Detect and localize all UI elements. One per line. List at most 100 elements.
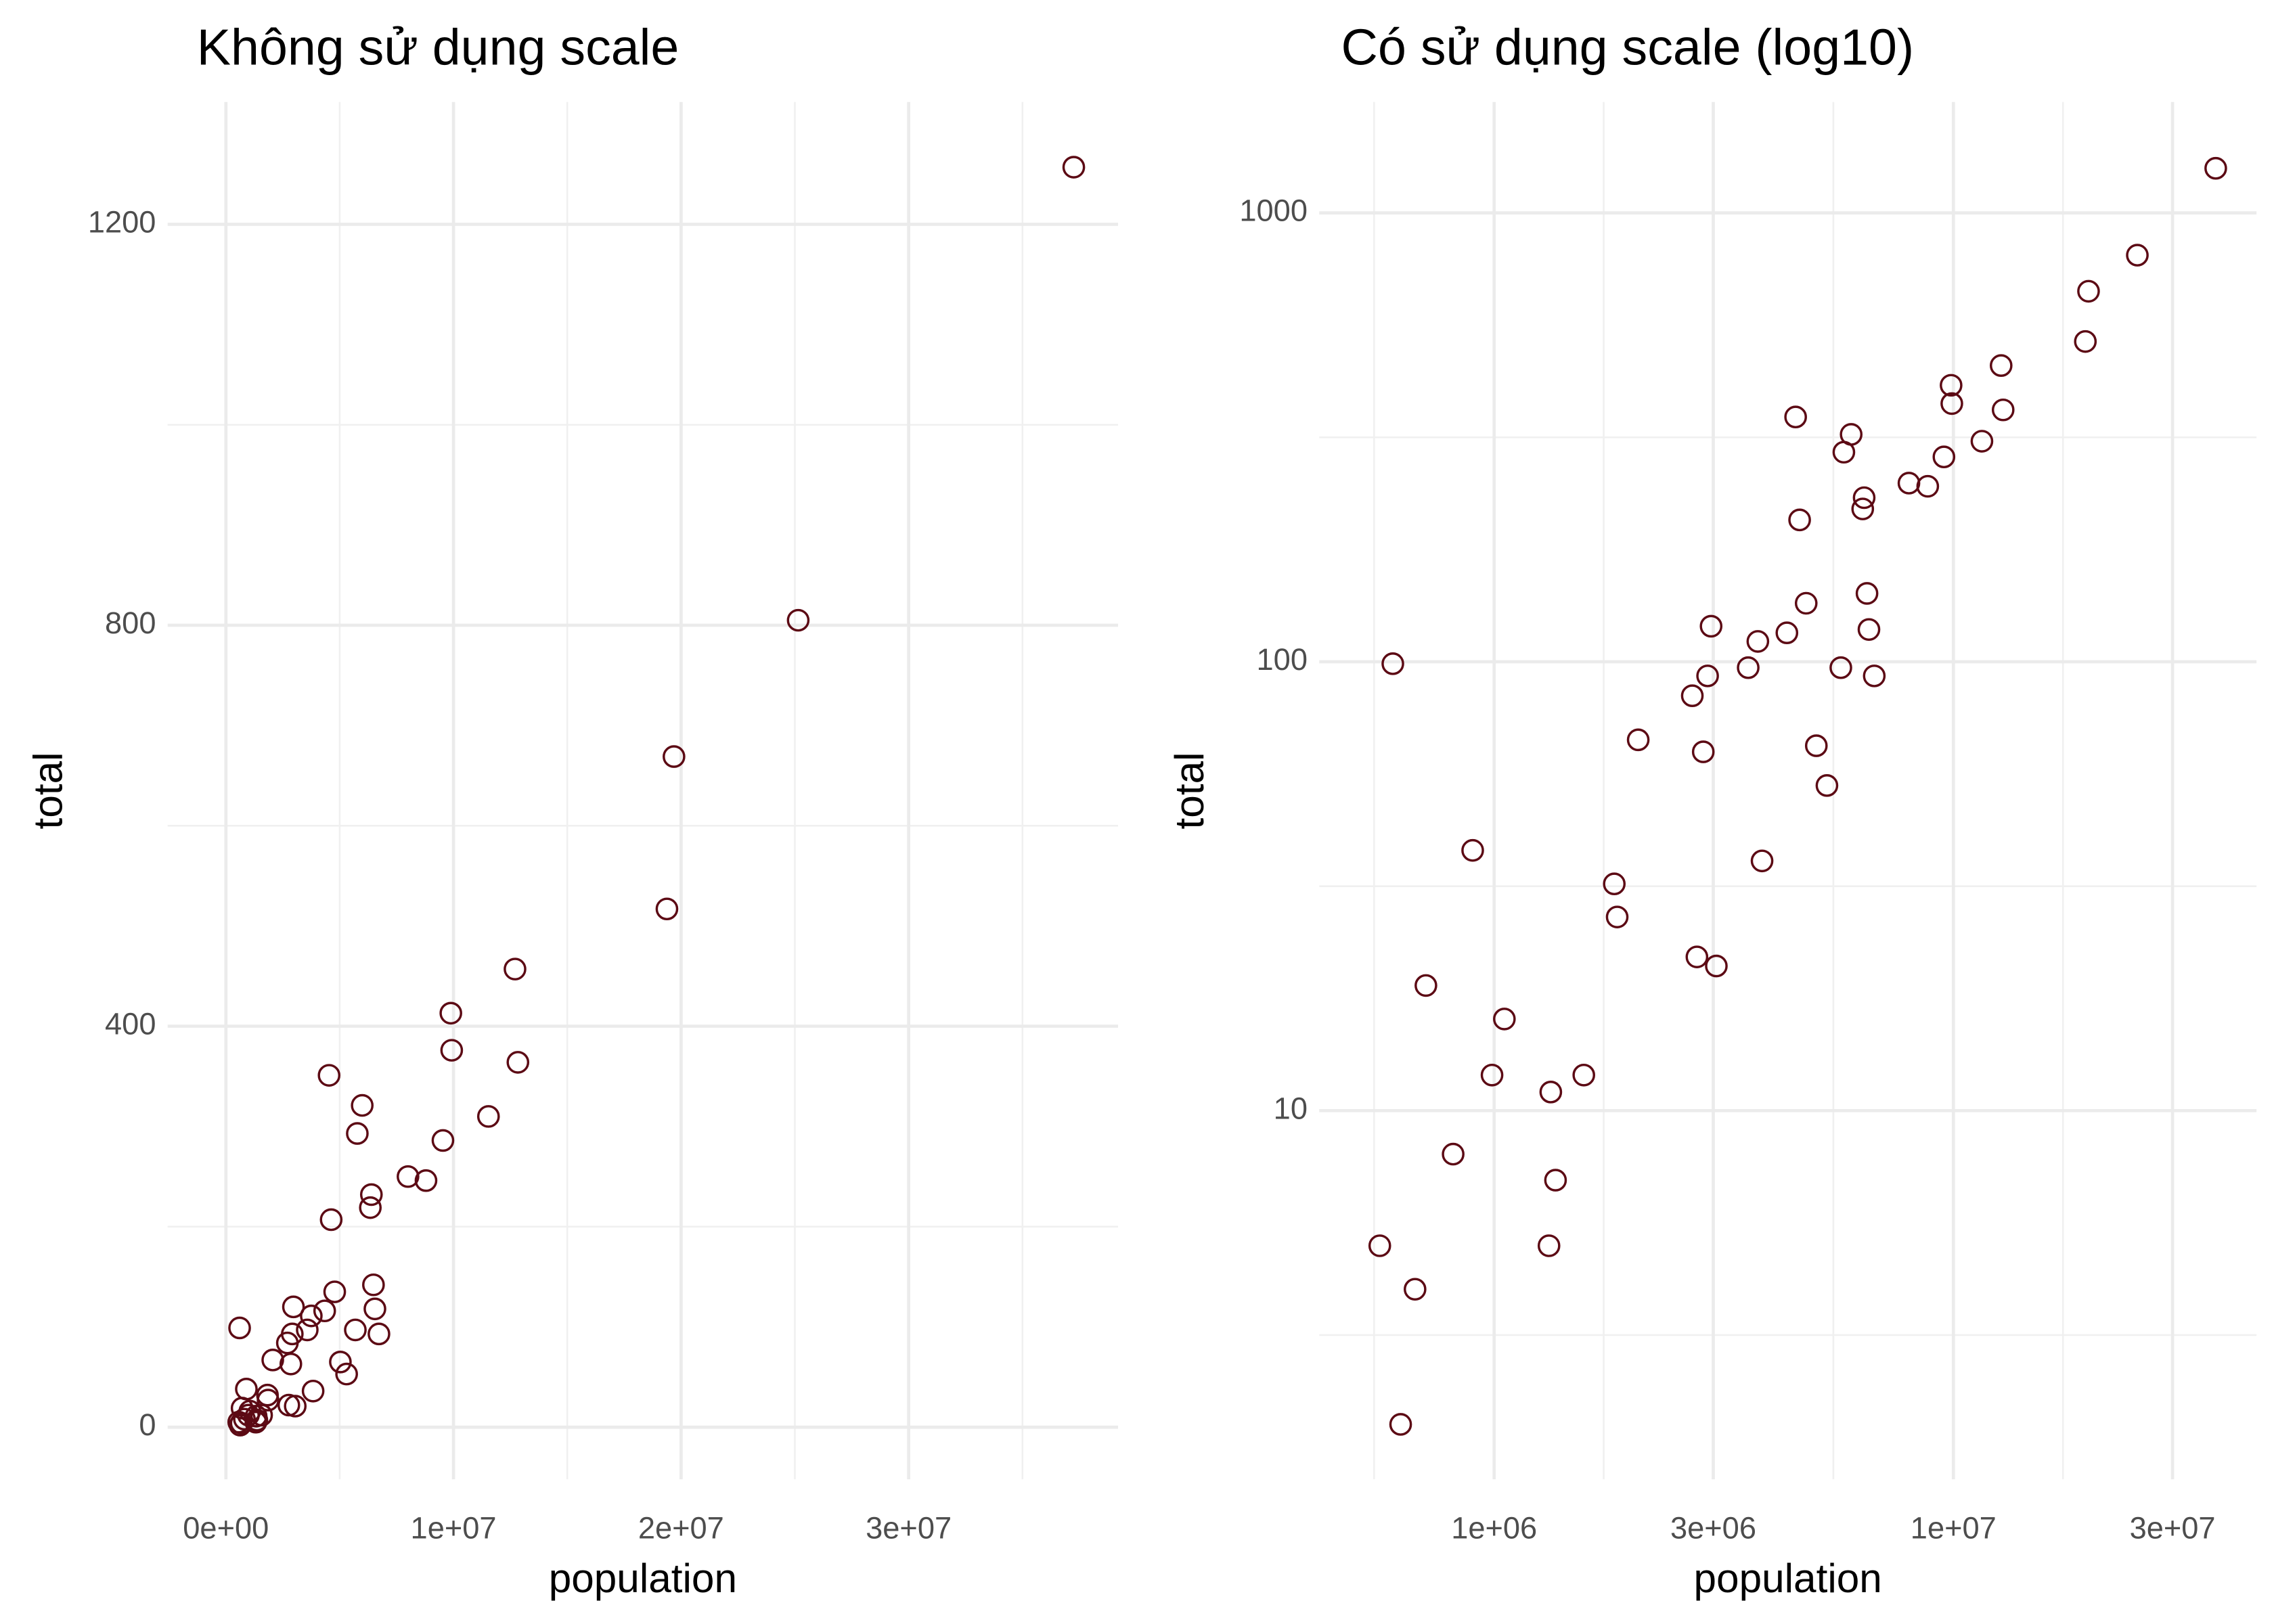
point [1699, 614, 1723, 638]
point [2077, 279, 2100, 303]
point [275, 1331, 299, 1355]
point [1855, 582, 1879, 605]
point [317, 1064, 341, 1087]
point [359, 1183, 383, 1206]
point [1389, 1413, 1412, 1436]
point [1990, 354, 2013, 378]
point [351, 1093, 374, 1117]
chart-title: Có sử dụng scale (log10) [1341, 18, 1915, 75]
point [1442, 1142, 1465, 1166]
point [1851, 497, 1875, 520]
x-axis-label: population [549, 1555, 737, 1601]
point [1368, 1234, 1391, 1257]
point [1840, 423, 1863, 446]
x-axis-label: population [1694, 1555, 1882, 1601]
point [301, 1379, 325, 1403]
point [663, 745, 686, 768]
x-tick-label: 1e+07 [411, 1510, 497, 1545]
y-tick-label: 100 [1257, 642, 1308, 677]
point [1062, 156, 1086, 179]
point [1572, 1063, 1595, 1087]
point [279, 1352, 303, 1376]
point [1750, 849, 1774, 873]
point [1852, 486, 1876, 510]
point [655, 897, 679, 921]
point [1916, 474, 1940, 498]
x-tick-label: 3e+07 [866, 1510, 952, 1545]
point [1493, 1008, 1516, 1031]
x-tick-label: 3e+06 [1670, 1510, 1756, 1545]
point [227, 1410, 250, 1434]
point [476, 1105, 500, 1128]
point [261, 1349, 284, 1372]
point [1461, 838, 1484, 862]
point [282, 1295, 305, 1319]
y-tick-label: 800 [105, 606, 156, 640]
x-tick-label: 0e+00 [183, 1510, 269, 1545]
point [1480, 1063, 1504, 1087]
point [1897, 472, 1921, 495]
x-tick-label: 1e+07 [1911, 1510, 1997, 1545]
point [397, 1165, 420, 1188]
point [335, 1362, 358, 1386]
point [359, 1196, 382, 1219]
point [300, 1304, 323, 1328]
point [296, 1318, 319, 1342]
point [1970, 430, 1994, 453]
y-tick-label: 0 [139, 1407, 156, 1442]
chart-title: Không sử dụng scale [197, 18, 679, 75]
y-tick-label: 400 [105, 1007, 156, 1041]
point [323, 1280, 347, 1303]
point [1991, 398, 2015, 422]
y-tick-label: 1000 [1239, 194, 1308, 228]
point [1932, 445, 1956, 469]
x-tick-label: 2e+07 [638, 1510, 724, 1545]
point [1691, 740, 1715, 763]
point [1404, 1278, 1427, 1301]
point [363, 1297, 386, 1321]
point [1626, 728, 1650, 752]
y-tick-label: 10 [1274, 1091, 1308, 1125]
y-axis-label: total [1166, 752, 1212, 829]
point [2204, 156, 2227, 180]
point [319, 1208, 343, 1232]
point [346, 1122, 369, 1145]
point [2126, 244, 2149, 267]
point [1829, 656, 1852, 679]
point [1746, 630, 1770, 653]
point [414, 1169, 438, 1192]
x-tick-label: 1e+06 [1451, 1510, 1537, 1545]
point [1381, 652, 1404, 675]
x-tick-label: 3e+07 [2130, 1510, 2216, 1545]
point [2074, 330, 2097, 353]
point [1804, 734, 1828, 757]
point [329, 1351, 352, 1374]
point [244, 1410, 267, 1434]
point [1794, 591, 1818, 615]
point [367, 1322, 391, 1346]
point [1775, 621, 1799, 645]
point [1603, 872, 1626, 896]
point [228, 1316, 251, 1340]
point [1537, 1234, 1561, 1257]
point [431, 1129, 455, 1152]
point [440, 1039, 464, 1062]
point [1857, 618, 1881, 641]
y-tick-label: 1200 [88, 204, 156, 239]
point [1788, 508, 1811, 532]
point [277, 1393, 300, 1417]
point [1815, 774, 1839, 797]
point [1544, 1169, 1567, 1192]
point [1940, 374, 1963, 397]
point [362, 1273, 385, 1296]
point [1539, 1081, 1563, 1104]
point [1685, 945, 1709, 968]
point [344, 1318, 367, 1342]
point [257, 1389, 280, 1412]
point [504, 957, 527, 980]
point [1863, 664, 1886, 687]
point [1940, 392, 1963, 415]
point [235, 1378, 258, 1401]
point [1705, 954, 1728, 978]
